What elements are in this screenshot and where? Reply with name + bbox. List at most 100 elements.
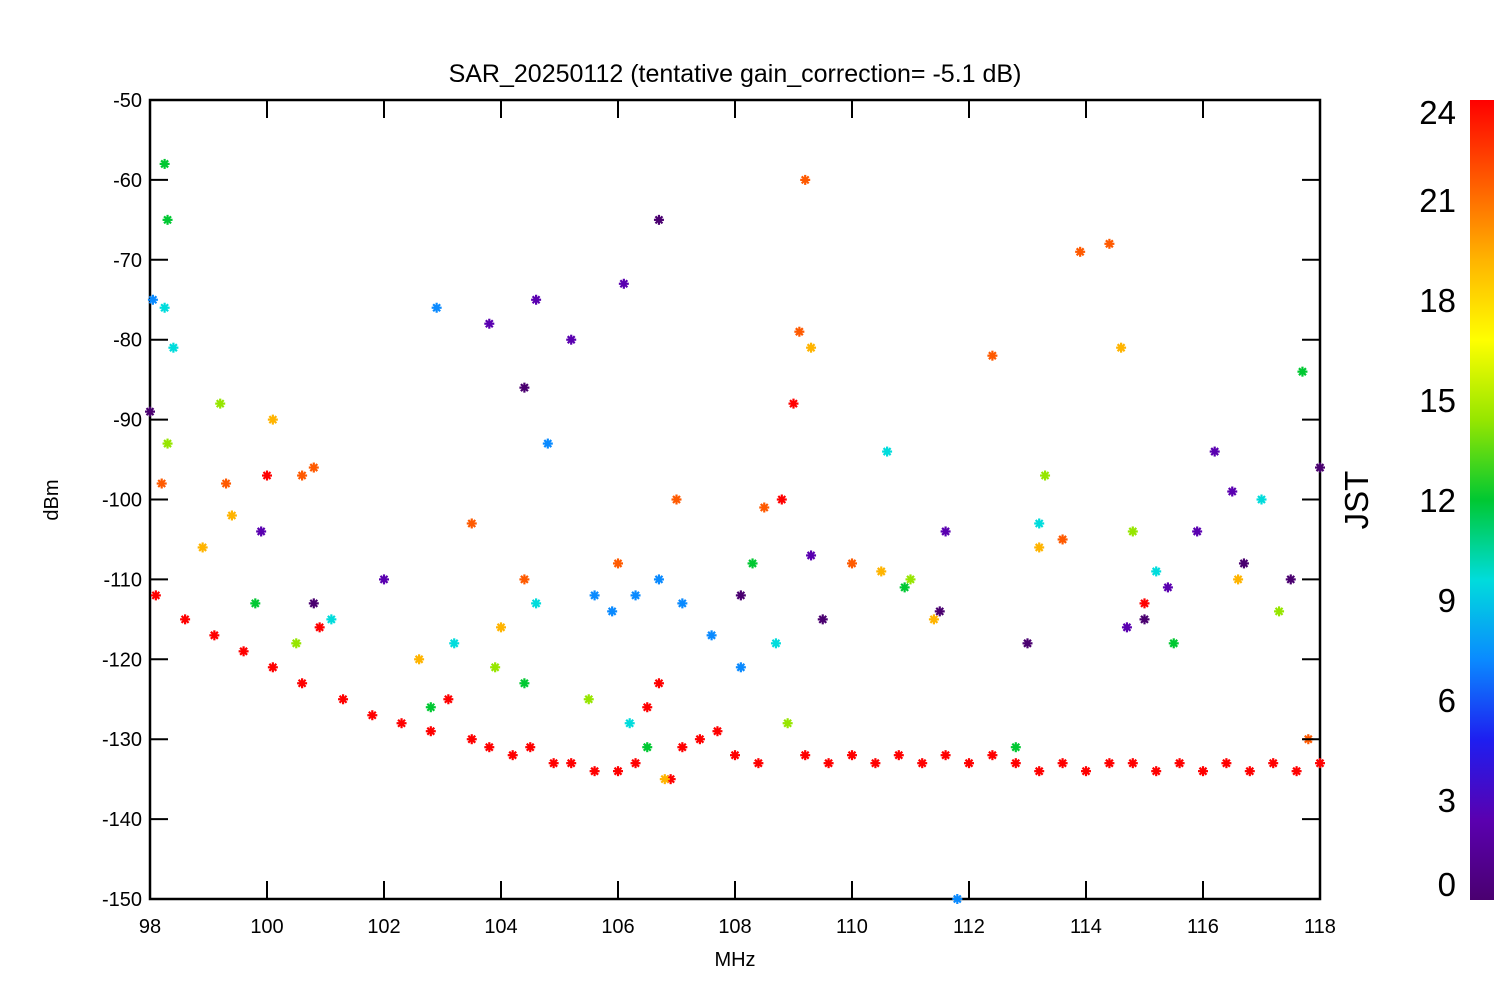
data-point (905, 574, 916, 585)
data-point (150, 590, 161, 601)
data-point (1104, 758, 1115, 769)
data-point (291, 638, 302, 649)
data-point (1034, 518, 1045, 529)
data-point (653, 678, 664, 689)
data-point (519, 574, 530, 585)
data-point (414, 654, 425, 665)
data-point (1022, 638, 1033, 649)
y-tick-label: -100 (102, 490, 142, 512)
colorbar-tick-label: 21 (1419, 182, 1456, 219)
data-point (964, 758, 974, 769)
colorbar-ticks: 0 3 6 9 12 15 18 21 24 (1419, 94, 1456, 903)
data-point (262, 470, 272, 481)
data-point (607, 606, 618, 617)
data-point (1209, 446, 1220, 457)
data-point (1010, 758, 1021, 769)
chart-title: SAR_20250112 (tentative gain_correction=… (449, 60, 1022, 88)
data-point (782, 718, 793, 729)
colorbar-tick-label: 9 (1438, 582, 1456, 619)
data-point (162, 438, 173, 449)
data-point (630, 758, 641, 769)
data-point (267, 414, 278, 425)
data-point (1285, 574, 1296, 585)
data-point (308, 598, 319, 609)
data-point (147, 294, 158, 305)
data-point (1291, 766, 1302, 777)
data-point (484, 742, 495, 753)
data-point (1168, 638, 1179, 649)
data-point (1075, 246, 1086, 257)
x-tick-label: 110 (836, 916, 868, 938)
x-axis-label: MHz (714, 949, 755, 971)
data-point (159, 302, 170, 313)
data-point (1192, 526, 1203, 537)
data-point (642, 742, 653, 753)
data-point (221, 478, 232, 489)
data-point (730, 750, 740, 761)
data-point (566, 334, 577, 345)
data-point (735, 662, 746, 673)
data-point (180, 614, 191, 625)
data-point (712, 726, 723, 737)
data-point (1034, 542, 1045, 553)
data-point (1174, 758, 1185, 769)
data-point (583, 694, 594, 705)
data-point (466, 734, 477, 745)
data-point (1010, 742, 1021, 753)
data-point (156, 478, 167, 489)
data-point (1116, 342, 1127, 353)
data-point (1057, 758, 1068, 769)
data-point (653, 214, 664, 225)
data-point (624, 718, 635, 729)
data-point (987, 350, 998, 361)
colorbar-tick-label: 6 (1438, 682, 1456, 719)
data-point (806, 550, 817, 561)
data-point (770, 638, 781, 649)
colorbar (1470, 100, 1494, 900)
data-point (466, 518, 477, 529)
data-point (1034, 766, 1045, 777)
data-point (496, 622, 506, 633)
data-point (589, 766, 600, 777)
data-point (952, 894, 963, 904)
data-point (159, 158, 170, 169)
colorbar-label: JST (1338, 471, 1375, 530)
data-point (1315, 758, 1325, 769)
data-point (566, 758, 577, 769)
data-point (1081, 766, 1091, 777)
data-point (870, 758, 881, 769)
data-point (531, 294, 542, 305)
data-point (940, 526, 951, 537)
data-point (694, 734, 705, 745)
data-point (776, 494, 787, 505)
data-point (1268, 758, 1279, 769)
data-point (928, 614, 939, 625)
colorbar-tick-label: 24 (1419, 94, 1456, 131)
data-point (1198, 766, 1208, 777)
colorbar-tick-label: 15 (1419, 382, 1456, 419)
x-tick-label: 108 (718, 916, 751, 938)
x-tick-label: 116 (1187, 916, 1219, 938)
data-point (735, 590, 746, 601)
x-tick-label: 98 (139, 916, 161, 938)
data-point (1244, 766, 1255, 777)
data-point (794, 326, 805, 337)
data-point (934, 606, 945, 617)
data-point (987, 750, 998, 761)
colorbar-tick-label: 12 (1419, 482, 1456, 519)
data-point (379, 574, 389, 585)
colorbar-tick-label: 0 (1438, 866, 1456, 903)
data-point (759, 502, 770, 513)
data-point (1121, 622, 1132, 633)
data-point (297, 470, 308, 481)
scatter-points (145, 158, 1325, 904)
data-point (876, 566, 887, 577)
y-tick-label: -150 (102, 889, 142, 911)
data-point (531, 598, 542, 609)
data-point (753, 758, 764, 769)
data-point (226, 510, 237, 521)
data-point (250, 598, 261, 609)
data-point (1227, 486, 1238, 497)
data-point (1127, 526, 1138, 537)
y-tick-label: -90 (113, 410, 142, 432)
